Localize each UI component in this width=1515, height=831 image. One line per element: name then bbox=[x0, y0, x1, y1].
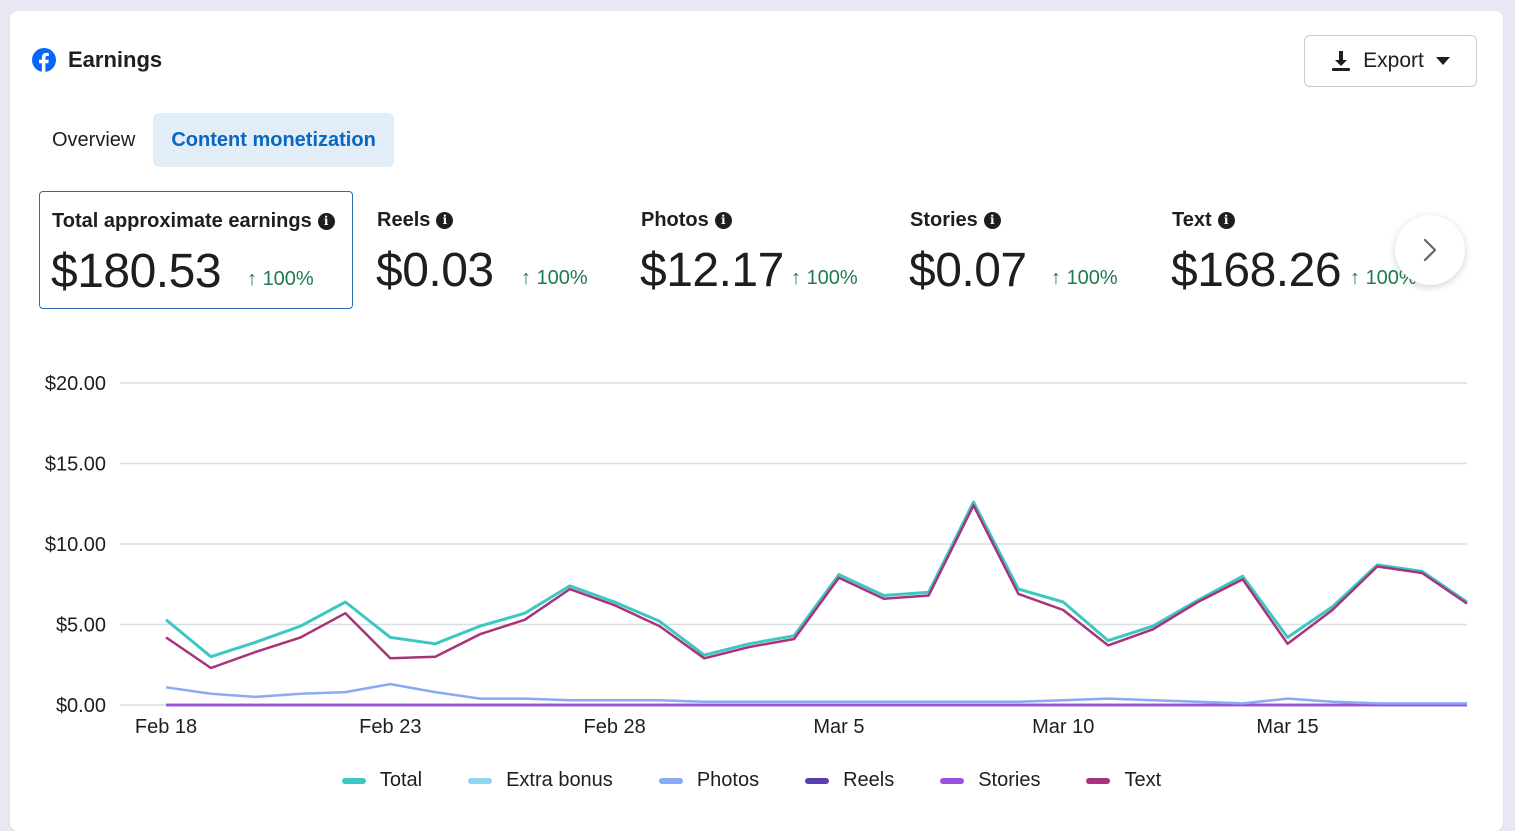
arrow-up-icon: ↑ bbox=[521, 267, 537, 289]
metric-change: ↑ 100% bbox=[247, 268, 314, 291]
legend-item-text[interactable]: Text bbox=[1086, 769, 1161, 792]
x-tick-label: Feb 23 bbox=[359, 716, 421, 738]
metric-label-text: Stories bbox=[910, 209, 978, 231]
metric-label-text: Photos bbox=[641, 209, 709, 231]
x-tick-label: Mar 5 bbox=[813, 716, 864, 738]
legend-swatch bbox=[1086, 777, 1111, 784]
metric-value: $0.03 bbox=[376, 244, 494, 297]
series-line-total[interactable] bbox=[165, 500, 1468, 659]
page-title: Earnings bbox=[68, 47, 163, 72]
legend-label: Text bbox=[1124, 769, 1162, 791]
metric-change-value: 100% bbox=[536, 267, 588, 289]
metric-card-reels[interactable]: Reels i $0.03 ↑ 100% bbox=[365, 191, 615, 309]
tab-overview[interactable]: Overview bbox=[34, 113, 153, 167]
legend-item-extra-bonus[interactable]: Extra bonus bbox=[468, 769, 613, 792]
metric-change-value: 100% bbox=[262, 268, 314, 290]
chart-legend: Total Extra bonus Photos Reels Stories Text bbox=[5, 769, 1498, 792]
y-tick-label: $10.00 bbox=[45, 534, 106, 556]
tab-content-monetization[interactable]: Content monetization bbox=[153, 113, 394, 167]
y-tick-label: $20.00 bbox=[45, 373, 106, 395]
metric-value: $168.26 bbox=[1171, 244, 1342, 297]
metric-card-total[interactable]: Total approximate earnings i $180.53 ↑ 1… bbox=[39, 191, 353, 309]
metric-label: Total approximate earnings i bbox=[52, 210, 335, 233]
earnings-card: Earnings Export Overview Content monetiz… bbox=[10, 11, 1503, 831]
metric-value: $0.07 bbox=[909, 244, 1027, 297]
x-tick-label: Mar 10 bbox=[1032, 716, 1094, 738]
metric-label: Reels i bbox=[377, 209, 454, 232]
page-header: Earnings bbox=[32, 47, 162, 73]
legend-item-stories[interactable]: Stories bbox=[940, 769, 1040, 792]
x-tick-label: Feb 18 bbox=[135, 716, 197, 738]
metric-change-value: 100% bbox=[806, 267, 858, 289]
arrow-up-icon: ↑ bbox=[247, 268, 263, 290]
export-label: Export bbox=[1363, 49, 1424, 72]
legend-label: Stories bbox=[978, 769, 1041, 791]
metric-label: Stories i bbox=[910, 209, 1001, 232]
metrics-carousel: Total approximate earnings i $180.53 ↑ 1… bbox=[39, 191, 1449, 311]
metric-label-text: Total approximate earnings bbox=[52, 210, 312, 232]
facebook-logo-icon bbox=[32, 48, 56, 72]
legend-label: Reels bbox=[843, 769, 895, 791]
x-tick-label: Feb 28 bbox=[583, 716, 645, 738]
metric-value: $180.53 bbox=[51, 245, 222, 298]
legend-swatch bbox=[468, 777, 493, 784]
x-tick-label: Mar 15 bbox=[1256, 716, 1318, 738]
legend-item-photos[interactable]: Photos bbox=[658, 769, 760, 792]
metric-change-value: 100% bbox=[1066, 267, 1118, 289]
y-tick-label: $15.00 bbox=[45, 454, 106, 476]
y-tick-label: $5.00 bbox=[56, 615, 106, 637]
download-icon bbox=[1332, 51, 1351, 71]
y-tick-label: $0.00 bbox=[56, 695, 106, 717]
metric-change: ↑ 100% bbox=[521, 267, 588, 290]
arrow-up-icon: ↑ bbox=[791, 267, 807, 289]
legend-swatch bbox=[805, 777, 830, 784]
arrow-up-icon: ↑ bbox=[1051, 267, 1067, 289]
info-icon[interactable]: i bbox=[1217, 212, 1235, 229]
metric-label: Photos i bbox=[641, 209, 732, 232]
legend-swatch bbox=[940, 777, 965, 784]
series-line-photos[interactable] bbox=[165, 682, 1467, 705]
metric-change: ↑ 100% bbox=[1051, 267, 1118, 290]
tab-label: Overview bbox=[52, 128, 136, 151]
legend-label: Extra bonus bbox=[506, 769, 613, 791]
chevron-right-icon bbox=[1423, 238, 1437, 262]
metric-change: ↑ 100% bbox=[791, 267, 858, 290]
legend-swatch bbox=[341, 777, 366, 784]
metric-card-photos[interactable]: Photos i $12.17 ↑ 100% bbox=[629, 191, 889, 309]
earnings-line-chart: $0.00 $5.00 $10.00 $15.00 $20.00 Feb 18 Feb 23… bbox=[45, 373, 1468, 738]
metric-label-text: Text bbox=[1172, 209, 1212, 231]
tab-label: Content monetization bbox=[171, 128, 376, 151]
arrow-up-icon: ↑ bbox=[1350, 267, 1366, 289]
metric-card-text[interactable]: Text i $168.26 ↑ 100% bbox=[1160, 191, 1449, 309]
legend-label: Total bbox=[379, 769, 423, 791]
caret-down-icon bbox=[1435, 57, 1450, 65]
metric-card-stories[interactable]: Stories i $0.07 ↑ 100% bbox=[898, 191, 1148, 309]
legend-label: Photos bbox=[696, 769, 760, 791]
info-icon[interactable]: i bbox=[714, 212, 732, 229]
legend-item-reels[interactable]: Reels bbox=[805, 769, 894, 792]
metric-value: $12.17 bbox=[640, 244, 784, 297]
carousel-next-button[interactable] bbox=[1395, 215, 1465, 285]
legend-item-total[interactable]: Total bbox=[341, 769, 423, 792]
metric-label: Text i bbox=[1172, 209, 1235, 232]
series-line-text[interactable] bbox=[165, 504, 1468, 670]
tab-bar: Overview Content monetization bbox=[34, 113, 394, 167]
export-button[interactable]: Export bbox=[1304, 35, 1477, 87]
info-icon[interactable]: i bbox=[983, 212, 1001, 229]
legend-swatch bbox=[658, 777, 683, 784]
info-icon[interactable]: i bbox=[436, 212, 454, 229]
info-icon[interactable]: i bbox=[317, 213, 335, 230]
metric-label-text: Reels bbox=[377, 209, 431, 231]
